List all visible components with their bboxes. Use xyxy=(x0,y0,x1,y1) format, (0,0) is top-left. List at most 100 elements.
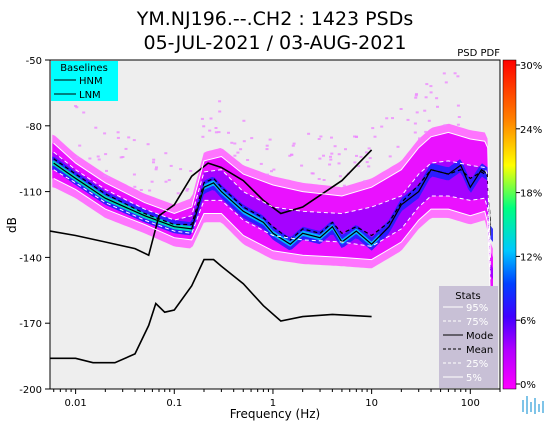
density-speck xyxy=(103,174,107,177)
baselines-legend-title: Baselines xyxy=(60,63,108,74)
density-speck xyxy=(152,161,155,164)
density-speck xyxy=(414,94,418,97)
density-speck xyxy=(291,144,295,147)
density-speck xyxy=(391,117,394,120)
density-speck xyxy=(317,178,321,180)
density-speck xyxy=(148,189,152,192)
density-speck xyxy=(154,168,158,171)
density-speck xyxy=(380,125,384,128)
density-speck xyxy=(116,136,120,139)
density-speck xyxy=(139,189,143,191)
series-line-75pct xyxy=(53,151,491,269)
density-speck xyxy=(239,148,243,151)
density-speck xyxy=(218,110,222,113)
density-speck xyxy=(97,158,101,161)
density-speck xyxy=(333,145,337,148)
p25-legend-label: 25% xyxy=(466,359,488,370)
density-speck xyxy=(208,129,212,132)
series-line-mode xyxy=(53,162,491,246)
density-speck xyxy=(319,135,323,138)
density-speck xyxy=(365,161,369,164)
density-speck xyxy=(75,156,79,159)
density-speck xyxy=(217,131,221,134)
series-line-5pct xyxy=(53,177,491,297)
density-speck xyxy=(353,135,356,138)
density-speck xyxy=(200,117,204,120)
density-speck xyxy=(317,138,321,140)
x-tick-label: 0.01 xyxy=(64,398,86,409)
x-tick-label: 0.1 xyxy=(166,398,182,409)
series-line-95pct xyxy=(53,131,491,258)
density-speck xyxy=(435,97,439,100)
density-speck xyxy=(201,135,205,138)
density-speck xyxy=(169,164,173,167)
density-speck xyxy=(342,184,346,187)
density-speck xyxy=(236,151,240,154)
density-speck xyxy=(453,72,457,75)
density-speck xyxy=(209,117,213,120)
density-speck xyxy=(96,155,100,158)
density-speck xyxy=(423,109,427,112)
x-tick-label: 100 xyxy=(461,398,480,409)
density-speck xyxy=(127,136,131,139)
density-speck xyxy=(318,157,322,160)
mode-legend-label: Mode xyxy=(466,331,493,342)
colorbar-tick-label: 12% xyxy=(520,252,542,263)
density-speck xyxy=(246,159,250,161)
series-line-lnm xyxy=(50,258,372,364)
density-speck xyxy=(414,96,418,99)
colorbar-tick-label: 0% xyxy=(520,380,536,391)
density-speck xyxy=(322,154,325,157)
density-speck xyxy=(106,176,110,179)
stats-legend: Stats 95% 75% Mode Mean 25% 5% xyxy=(439,286,498,388)
density-speck xyxy=(189,170,193,172)
density-speck xyxy=(354,135,358,138)
density-speck xyxy=(242,119,246,122)
axes-layer: 0.01 0.1 1 10 100 -50 -80 -110 -140 -170 -200 xyxy=(19,56,501,409)
density-speck xyxy=(266,173,269,176)
density-speck xyxy=(288,154,292,157)
density-speck xyxy=(442,72,446,75)
density-speck xyxy=(152,158,156,161)
density-speck xyxy=(218,100,222,103)
density-speck xyxy=(133,185,137,188)
density-speck xyxy=(290,153,294,156)
x-tick-label: 10 xyxy=(365,398,378,409)
density-speck xyxy=(116,131,120,134)
colorbar xyxy=(502,59,517,390)
y-tick-label: -140 xyxy=(19,253,42,264)
density-speck xyxy=(457,116,461,118)
lnm-legend-label: LNM xyxy=(79,90,101,101)
y-tick-label: -170 xyxy=(19,319,42,330)
density-speck xyxy=(413,131,417,134)
hnm-legend-label: HNM xyxy=(79,76,103,87)
density-speck xyxy=(272,168,276,171)
density-speck xyxy=(311,172,315,175)
x-axis-label: Frequency (Hz) xyxy=(230,407,321,421)
density-speck xyxy=(300,164,304,167)
density-speck xyxy=(105,169,108,172)
density-speck xyxy=(146,143,150,146)
colorbar-tick-label: 30% xyxy=(520,61,542,72)
density-speck xyxy=(233,142,237,145)
colorbar-tick-label: 18% xyxy=(520,189,542,200)
density-speck xyxy=(418,137,421,140)
density-speck xyxy=(202,125,206,128)
density-speck xyxy=(227,131,230,134)
y-tick-label: -50 xyxy=(26,56,42,67)
density-speck xyxy=(124,147,128,150)
density-speck xyxy=(167,179,171,182)
density-speck xyxy=(75,106,79,109)
density-speck xyxy=(94,126,98,129)
density-speck xyxy=(456,123,460,126)
density-speck xyxy=(179,168,183,171)
y-tick-label: -200 xyxy=(19,385,42,396)
density-speck xyxy=(270,170,273,173)
y-axis-label: dB xyxy=(5,217,19,233)
density-speck xyxy=(322,179,326,181)
density-speck xyxy=(121,156,125,158)
density-speck xyxy=(444,81,448,84)
density-speck xyxy=(132,173,136,176)
density-speck xyxy=(292,142,296,145)
